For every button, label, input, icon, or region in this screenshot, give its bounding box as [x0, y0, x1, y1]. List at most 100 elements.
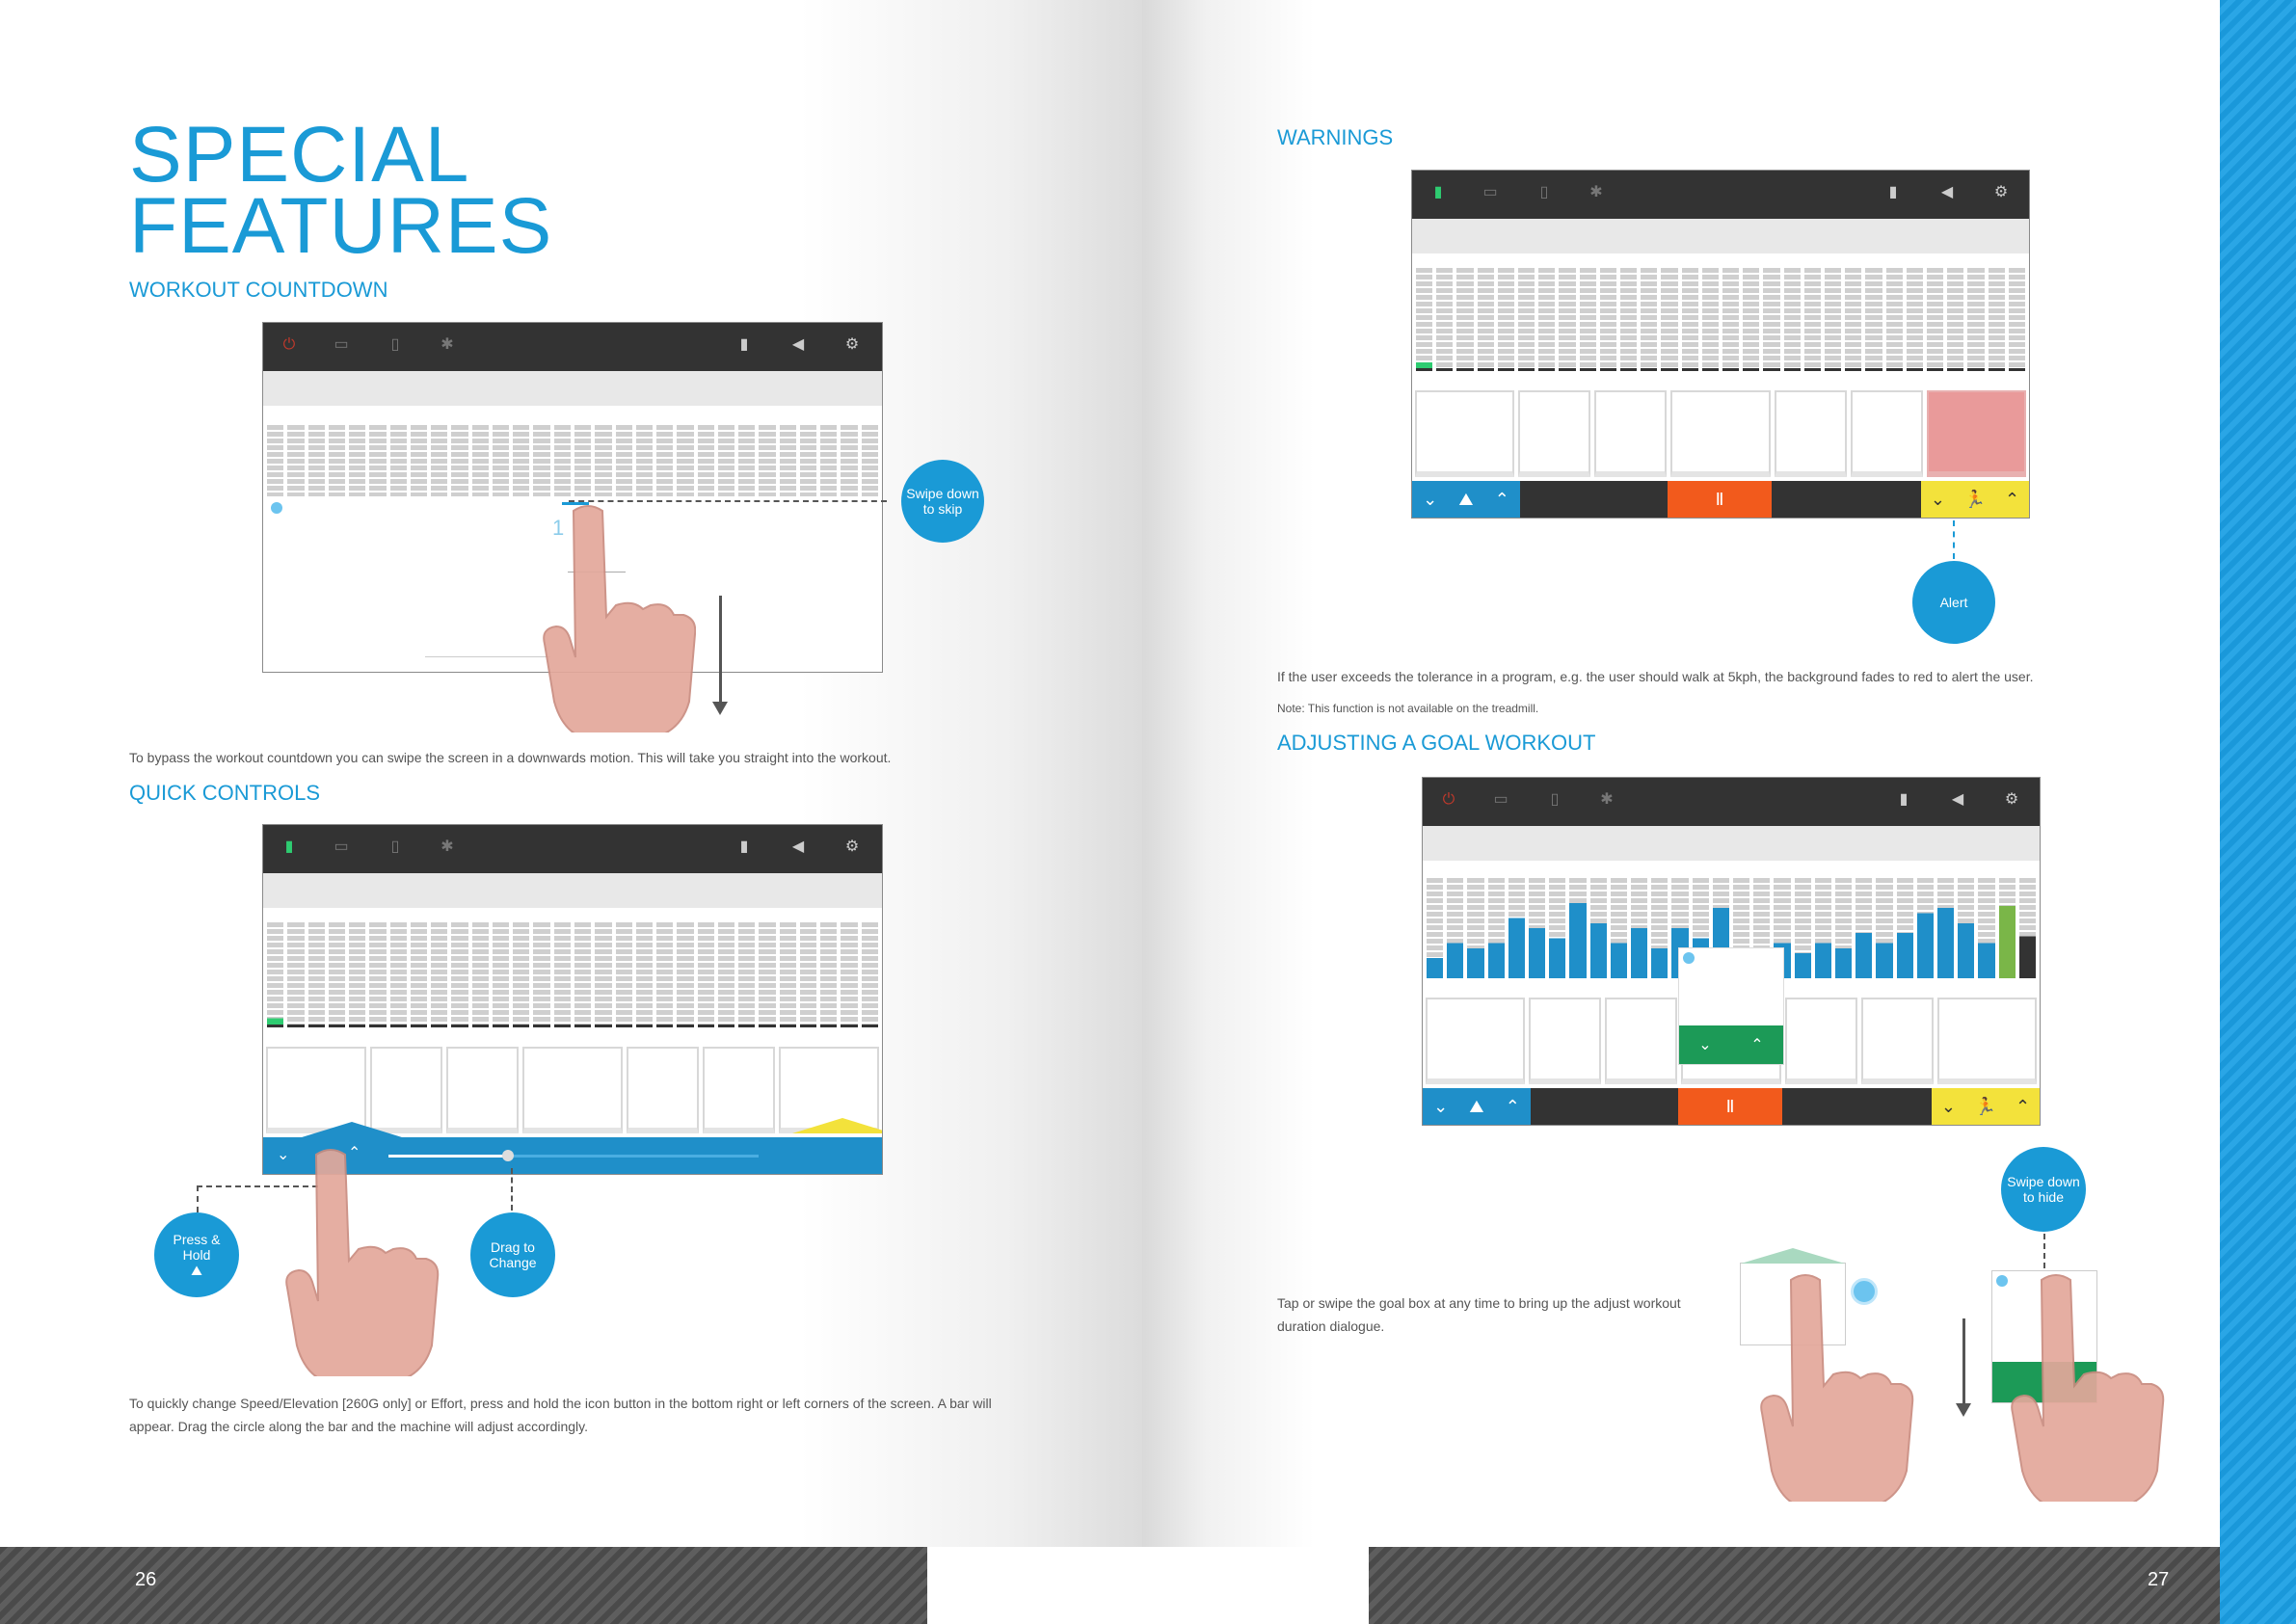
profile-bar — [410, 922, 428, 1027]
footer-right — [1369, 1547, 2220, 1624]
effort-control[interactable]: ⌄ 🏃 ⌃ — [1932, 1088, 2040, 1125]
stat-tile[interactable] — [626, 1047, 700, 1133]
profile-bar — [1845, 268, 1862, 371]
signal-icon: ▮ — [284, 839, 294, 855]
profile-bar — [841, 922, 858, 1027]
profile-bar — [349, 425, 366, 496]
chevron-down-icon[interactable]: ⌄ — [1433, 1096, 1449, 1116]
profile-bar — [1701, 268, 1720, 371]
chevron-up-icon[interactable]: ⌃ — [2016, 1096, 2031, 1116]
stat-tile[interactable] — [1426, 998, 1526, 1084]
profile-bar — [328, 425, 346, 496]
pause-button[interactable]: Ⅱ — [1678, 1088, 1782, 1125]
chevron-down-icon[interactable]: ⌄ — [1930, 489, 1945, 509]
profile-bar — [389, 922, 407, 1027]
profile-bar — [267, 922, 284, 1027]
profile-bar — [1518, 268, 1535, 371]
profile-bar — [574, 425, 592, 496]
profile-bar — [759, 425, 776, 496]
goal-adjust-control[interactable]: ⌄ ⌃ — [1679, 1025, 1783, 1064]
profile-bar — [287, 922, 305, 1027]
warnings-screen: ▮ ▭ ▯ ✱ ▮ ◀ ⚙ ⌄ ⛰ ⌃ Ⅱ ⌄ 🏃 ⌃ — [1411, 170, 2030, 519]
chevron-up-icon[interactable]: ⌃ — [1494, 489, 1509, 509]
chevron-down-icon[interactable]: ⌄ — [277, 1147, 290, 1163]
adjusting-body: Tap or swipe the goal box at any time to… — [1277, 1295, 1681, 1334]
profile-bar — [492, 922, 510, 1027]
profile-bar — [1559, 268, 1576, 371]
grey-strip — [263, 873, 882, 908]
stat-tile[interactable] — [1518, 390, 1591, 477]
profile-bar — [635, 922, 654, 1027]
speaker-icon: ◀ — [791, 839, 805, 855]
stat-tile[interactable] — [1529, 998, 1602, 1084]
chevron-up-icon[interactable]: ⌃ — [2005, 489, 2020, 509]
press-and-hold-callout: Press & Hold ⛰ — [154, 1212, 239, 1297]
profile-bar — [287, 425, 305, 496]
pause-icon: Ⅱ — [1715, 489, 1724, 509]
swipe-down-to-skip-callout: Swipe down to skip — [901, 460, 984, 543]
speed-control[interactable]: ⌄ ⛰ ⌃ — [1423, 1088, 1531, 1125]
stat-tile[interactable] — [1850, 390, 1923, 477]
profile-bar — [1610, 878, 1628, 978]
profile-bar — [738, 922, 756, 1027]
pause-button[interactable]: Ⅱ — [1668, 481, 1772, 518]
fan-icon: ✱ — [441, 839, 454, 855]
profile-bar — [1681, 268, 1698, 371]
stat-tile[interactable] — [1860, 998, 1934, 1084]
monitor-icon: ▭ — [1493, 791, 1508, 808]
stat-tile[interactable] — [1415, 390, 1515, 477]
stat-tile[interactable] — [1594, 390, 1668, 477]
title-line-2: FEATURES — [129, 182, 553, 270]
chevron-up-icon[interactable]: ⌃ — [1750, 1037, 1764, 1053]
settings-icon: ⚙ — [2004, 791, 2019, 808]
profile-bars — [267, 425, 878, 496]
chevron-down-icon[interactable]: ⌄ — [1423, 489, 1438, 509]
profile-bar — [1978, 878, 1995, 978]
title-line-1: SPECIAL — [129, 111, 470, 199]
chevron-down-icon[interactable]: ⌄ — [1698, 1037, 1712, 1053]
stat-tile[interactable] — [522, 1047, 623, 1133]
incline-icon: ⛰ — [1458, 489, 1474, 509]
workout-countdown-body: To bypass the workout countdown you can … — [129, 750, 892, 765]
warnings-body: If the user exceeds the tolerance in a p… — [1277, 669, 2034, 684]
console-top-bar: ▮ ▭ ▯ ✱ ▮ ◀ ⚙ — [263, 825, 882, 873]
slider-handle[interactable] — [502, 1150, 514, 1161]
countdown-number: 1 — [552, 516, 565, 540]
hand-pointer-icon — [543, 505, 696, 732]
stat-tile[interactable] — [445, 1047, 520, 1133]
stat-tile[interactable] — [1605, 998, 1678, 1084]
battery-icon: ▮ — [739, 839, 749, 855]
profile-bar — [451, 425, 468, 496]
profile-bar — [738, 425, 756, 496]
stat-tile[interactable] — [1670, 390, 1771, 477]
swipe-down-to-hide-callout: Swipe down to hide — [2001, 1147, 2086, 1232]
stat-tile[interactable] — [1936, 998, 2037, 1084]
stat-tile[interactable] — [1784, 998, 1857, 1084]
chevron-up-icon[interactable]: ⌃ — [348, 1145, 361, 1161]
adjust-goal-dialog[interactable]: ⌄ ⌃ — [1678, 947, 1784, 1065]
chevron-down-icon[interactable]: ⌄ — [1940, 1096, 1956, 1116]
speed-control[interactable]: ⌄ ⛰ ⌃ — [1412, 481, 1520, 518]
chevron-up-icon[interactable]: ⌃ — [1505, 1096, 1520, 1116]
alert-tile[interactable] — [1926, 390, 2026, 477]
profile-bar — [1927, 268, 1944, 371]
profile-bar — [1579, 268, 1596, 371]
profile-bar — [595, 425, 612, 496]
profile-bar — [1538, 268, 1556, 371]
stat-tile[interactable] — [779, 1047, 882, 1133]
swipe-down-arrow — [1956, 1318, 1971, 1417]
alert-callout: Alert — [1912, 561, 1995, 644]
stat-tile[interactable] — [369, 1047, 442, 1133]
stat-tile[interactable] — [1774, 390, 1847, 477]
stat-tile[interactable] — [266, 1047, 366, 1133]
profile-bar — [307, 922, 325, 1027]
quick-control-slider-bar[interactable]: ⌄ ⌃ — [263, 1122, 882, 1174]
effort-control[interactable]: ⌄ 🏃 ⌃ — [1921, 481, 2029, 518]
settings-icon: ⚙ — [844, 336, 860, 353]
profile-bar — [717, 425, 735, 496]
stat-tile[interactable] — [703, 1047, 776, 1133]
profile-bar — [1743, 268, 1760, 371]
profile-bar — [2018, 878, 2037, 978]
profile-bar — [1641, 268, 1658, 371]
profile-bar — [1814, 878, 1832, 978]
